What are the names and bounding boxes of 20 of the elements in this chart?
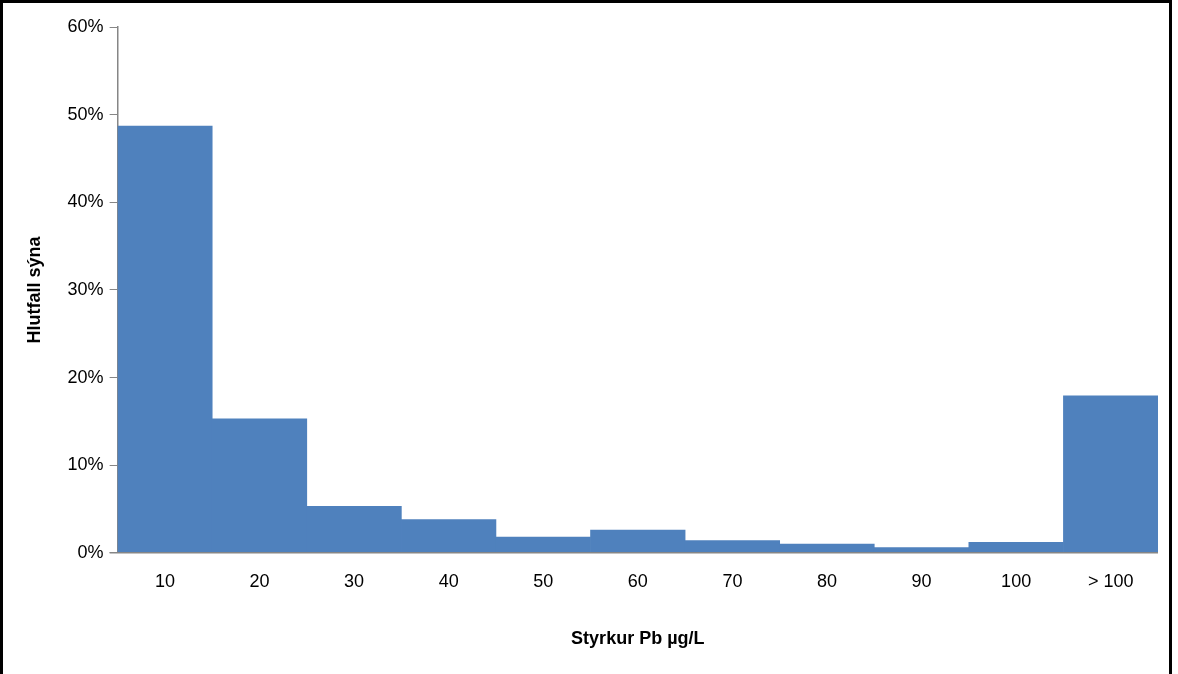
x-tick-label: 10 xyxy=(154,570,175,591)
y-tick-label: 10% xyxy=(67,454,104,475)
x-tick-label: 40 xyxy=(438,570,459,591)
x-tick-label: 60 xyxy=(627,570,648,591)
y-tick-label: 60% xyxy=(67,15,104,36)
x-tick-label: 80 xyxy=(816,570,837,591)
x-axis-title: Styrkur Pb µg/L xyxy=(571,628,705,649)
x-tick-label: 50 xyxy=(533,570,554,591)
y-tick-label: 20% xyxy=(67,366,104,387)
x-tick-label: > 100 xyxy=(1087,570,1134,591)
y-tick-label: 0% xyxy=(77,541,104,562)
x-tick-label: 90 xyxy=(911,570,932,591)
y-tick-label: 40% xyxy=(67,191,104,212)
x-tick-label: 100 xyxy=(1001,570,1032,591)
y-tick-label: 50% xyxy=(67,103,104,124)
x-tick-label: 70 xyxy=(722,570,743,591)
y-tick-label: 30% xyxy=(67,278,104,299)
x-tick-label: 20 xyxy=(249,570,270,591)
x-tick-label: 30 xyxy=(344,570,365,591)
y-axis-title: Hlutfall sýna xyxy=(23,235,44,344)
